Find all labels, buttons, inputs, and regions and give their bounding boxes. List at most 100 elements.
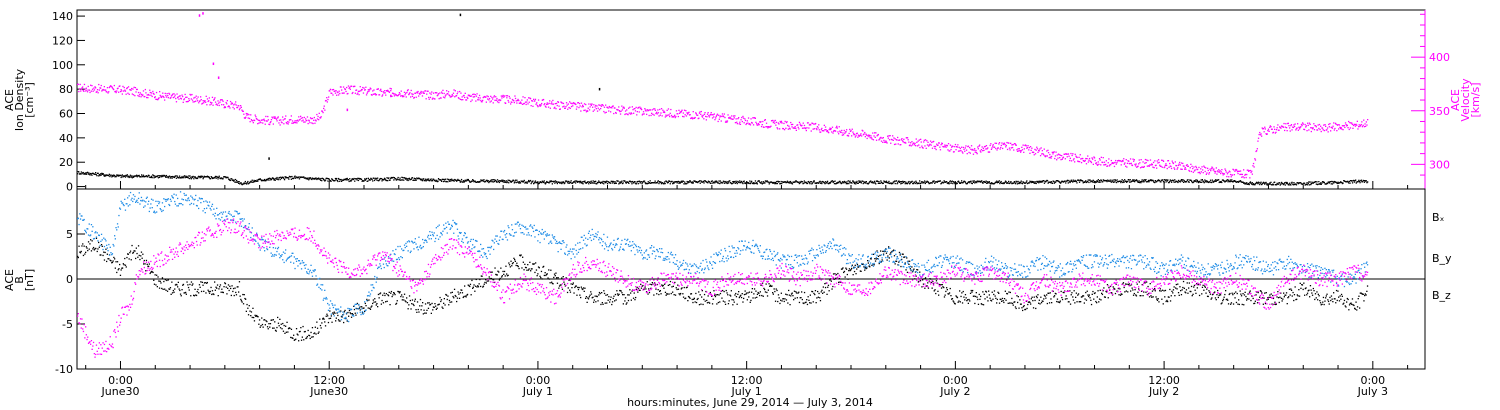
data-point	[323, 318, 325, 320]
data-point	[363, 180, 365, 182]
data-point	[492, 179, 494, 181]
data-point	[1341, 182, 1343, 184]
data-point	[318, 178, 320, 180]
data-point	[309, 337, 311, 340]
data-point	[300, 115, 302, 117]
data-point	[582, 287, 585, 289]
data-point	[1129, 179, 1131, 181]
data-point	[620, 181, 622, 183]
data-point	[102, 254, 104, 257]
data-point	[1156, 167, 1158, 169]
data-point	[297, 120, 299, 122]
data-point	[437, 178, 440, 180]
data-point	[948, 150, 950, 152]
data-point	[359, 86, 361, 88]
data-point	[726, 182, 728, 184]
data-point	[1140, 182, 1142, 184]
data-point	[183, 175, 186, 177]
data-point	[931, 141, 933, 144]
data-point	[516, 262, 518, 264]
data-point	[368, 179, 370, 181]
data-point	[617, 294, 619, 296]
data-point	[449, 180, 451, 182]
data-point	[403, 299, 405, 301]
data-point	[116, 90, 118, 92]
data-point	[140, 176, 142, 178]
data-point	[329, 317, 332, 319]
data-point	[413, 177, 415, 179]
data-point	[1367, 119, 1369, 121]
data-point	[1339, 182, 1341, 184]
data-point	[1112, 180, 1114, 182]
data-point	[1141, 179, 1143, 181]
data-point	[442, 307, 444, 309]
data-point	[317, 332, 319, 334]
data-point	[191, 284, 193, 286]
data-point	[1246, 182, 1248, 184]
data-point	[1293, 125, 1296, 128]
data-point	[1267, 128, 1270, 130]
data-point	[331, 321, 333, 323]
data-point	[206, 281, 208, 284]
data-point	[1328, 182, 1330, 184]
data-point	[772, 182, 774, 184]
data-point	[1288, 184, 1290, 186]
data-point	[281, 122, 283, 124]
data-point	[902, 180, 904, 182]
data-point	[382, 179, 384, 181]
data-point	[831, 126, 834, 128]
data-point	[1142, 161, 1144, 163]
data-point	[136, 252, 138, 255]
data-point	[1033, 181, 1035, 184]
data-point	[877, 182, 879, 184]
data-point	[823, 182, 825, 184]
data-point	[1011, 146, 1014, 149]
data-point	[487, 280, 490, 282]
data-point	[258, 323, 260, 325]
data-point	[1219, 170, 1221, 172]
data-point	[1121, 160, 1123, 163]
data-point	[664, 116, 666, 118]
data-point	[537, 183, 540, 185]
data-point	[634, 181, 636, 183]
data-point	[524, 266, 527, 269]
data-point	[1257, 137, 1260, 139]
data-point	[1055, 181, 1057, 183]
data-point	[111, 87, 114, 89]
data-point	[1155, 164, 1157, 166]
data-point	[519, 101, 522, 103]
data-point	[1363, 180, 1365, 182]
data-point	[81, 245, 83, 247]
data-point	[234, 287, 236, 289]
data-point	[111, 86, 113, 88]
data-point	[277, 116, 279, 118]
data-point	[611, 180, 613, 183]
data-point	[803, 127, 805, 129]
data-point	[1243, 177, 1245, 179]
data-point	[852, 131, 854, 133]
data-point	[249, 121, 251, 123]
data-point	[667, 182, 669, 184]
data-point	[677, 113, 679, 115]
data-point	[1119, 180, 1121, 182]
data-point	[726, 120, 729, 122]
data-point	[631, 106, 633, 108]
data-point	[241, 301, 243, 303]
data-point	[1093, 157, 1096, 159]
data-point	[329, 179, 332, 182]
data-point	[895, 180, 898, 182]
data-point	[447, 295, 449, 297]
data-point	[527, 269, 530, 271]
data-point	[124, 89, 126, 91]
data-point	[595, 295, 598, 297]
data-point	[83, 90, 85, 92]
data-point	[947, 143, 950, 145]
data-point	[409, 179, 411, 181]
data-point	[81, 87, 83, 89]
data-point	[473, 96, 476, 98]
data-point	[1013, 181, 1015, 183]
data-point	[126, 256, 128, 259]
data-point	[855, 182, 857, 184]
data-point	[707, 182, 709, 184]
data-point	[923, 141, 925, 143]
